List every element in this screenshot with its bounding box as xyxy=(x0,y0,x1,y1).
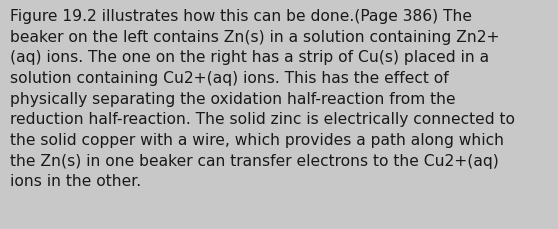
Text: Figure 19.2 illustrates how this can be done.(Page 386) The
beaker on the left c: Figure 19.2 illustrates how this can be … xyxy=(10,9,515,188)
